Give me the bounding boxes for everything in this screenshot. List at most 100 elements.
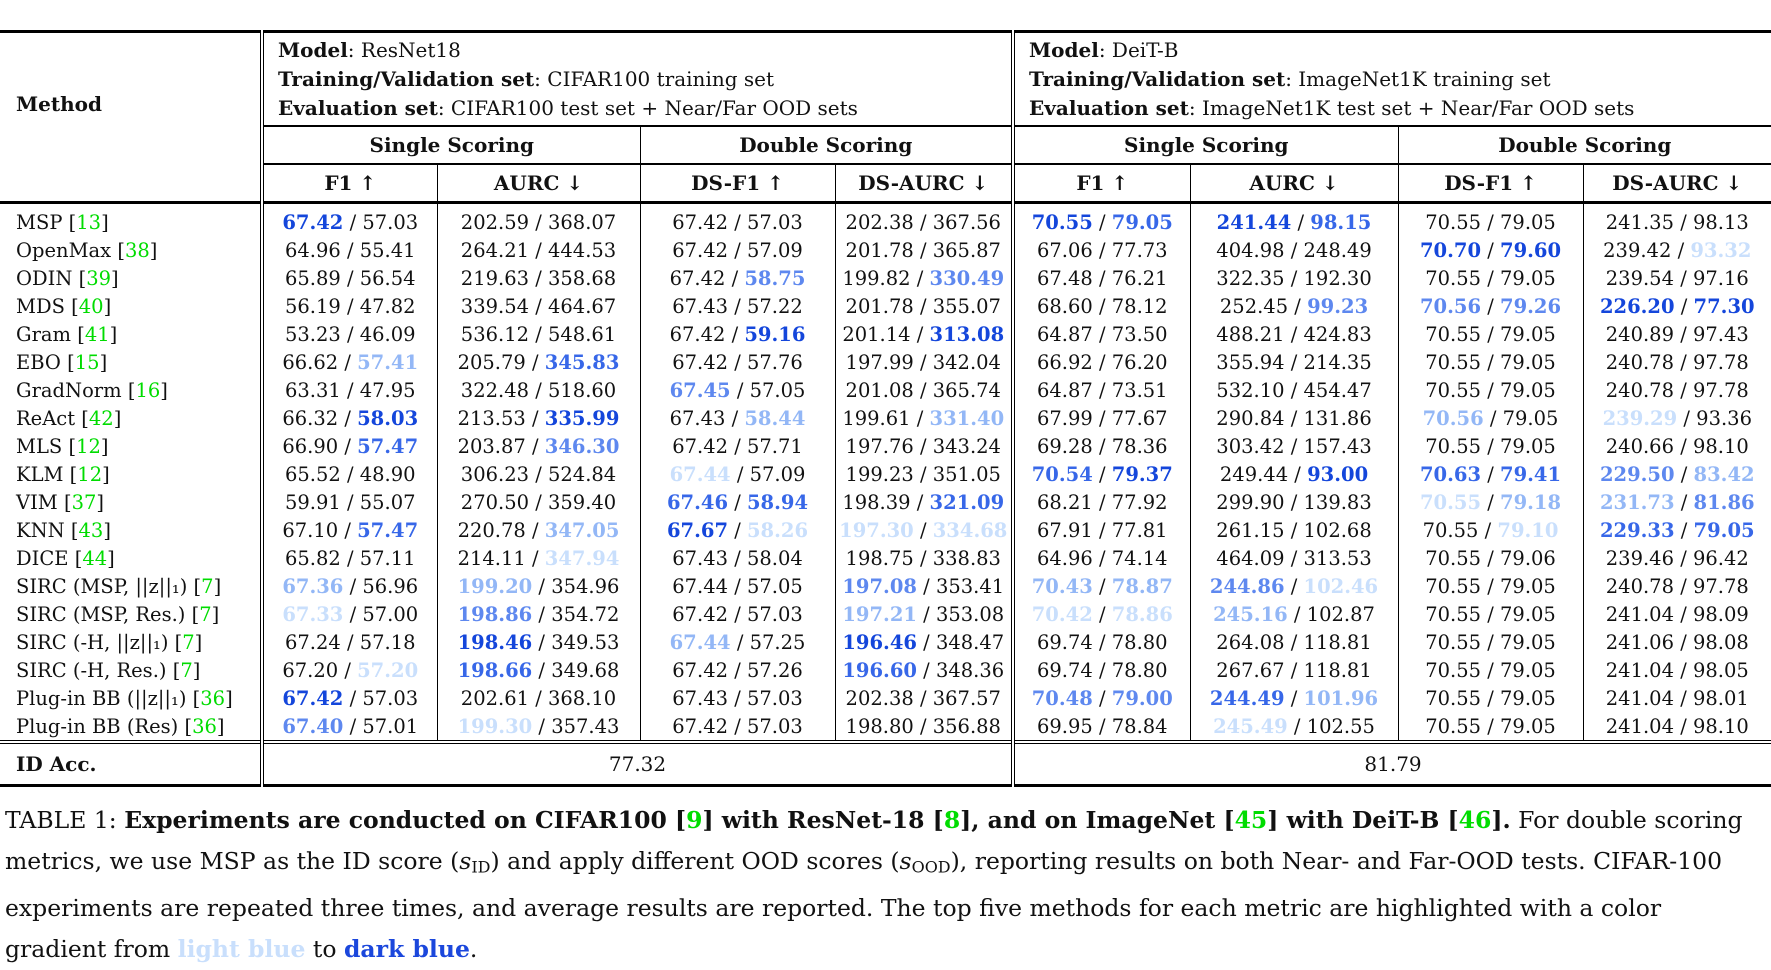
near-ood-value: 214.11 xyxy=(457,546,526,570)
metric-value-cell: 229.50 / 83.42 xyxy=(1582,460,1771,488)
far-ood-value: 81.86 xyxy=(1693,490,1755,514)
method-name: EBO [15] xyxy=(0,348,262,376)
metric-value-cell: 299.90 / 139.83 xyxy=(1189,488,1399,516)
citation-number: 12 xyxy=(76,434,101,458)
method-label: ] xyxy=(225,686,233,710)
far-ood-value: 97.78 xyxy=(1692,350,1749,374)
far-ood-value: 118.81 xyxy=(1303,658,1372,682)
metric-value-cell: 239.42 / 93.32 xyxy=(1582,236,1771,264)
near-ood-value: 65.82 xyxy=(284,546,341,570)
near-ood-value: 67.43 xyxy=(672,546,729,570)
citation-number: 41 xyxy=(84,322,110,346)
near-ood-value: 70.55 xyxy=(1425,658,1482,682)
info-line-evaluation-set: Evaluation set: CIFAR100 test set + Near… xyxy=(278,94,1011,123)
value-separator: / xyxy=(1287,602,1307,626)
caption-segment: 46 xyxy=(1458,806,1492,834)
value-separator: / xyxy=(1674,714,1693,738)
far-ood-value: 57.47 xyxy=(357,518,419,542)
method-name: VIM [37] xyxy=(0,488,262,516)
method-label: ] xyxy=(101,210,109,234)
far-ood-value: 368.07 xyxy=(547,210,617,234)
value-separator: / xyxy=(532,714,552,738)
near-ood-value: 198.46 xyxy=(457,630,533,654)
far-ood-value: 351.05 xyxy=(932,462,1001,486)
far-ood-value: 335.99 xyxy=(544,406,620,430)
method-name: MSP [13] xyxy=(0,203,262,237)
near-ood-value: 198.75 xyxy=(845,546,914,570)
near-ood-value: 241.04 xyxy=(1605,602,1674,626)
near-ood-value: 290.84 xyxy=(1216,406,1285,430)
method-label: SIRC (MSP, Res.) [ xyxy=(16,602,200,626)
method-label: ODIN [ xyxy=(16,266,87,290)
value-separator: / xyxy=(728,238,747,262)
near-ood-value: 69.28 xyxy=(1036,434,1093,458)
near-ood-value: 303.42 xyxy=(1216,434,1285,458)
empty-header-cell xyxy=(0,164,262,204)
near-ood-value: 199.20 xyxy=(457,574,533,598)
far-ood-value: 57.41 xyxy=(357,350,419,374)
far-ood-value: 98.10 xyxy=(1692,434,1749,458)
value-separator: / xyxy=(1674,266,1693,290)
metric-value-cell: 205.79 / 345.83 xyxy=(436,348,640,376)
near-ood-value: 64.96 xyxy=(284,238,341,262)
near-ood-value: 245.49 xyxy=(1213,714,1288,738)
table-row: SIRC (-H, Res.) [7] 67.20 / 57.20 198.66 /… xyxy=(0,656,1771,684)
method-name: Plug-in BB (||z||₁) [36] xyxy=(0,684,262,712)
method-label: ] xyxy=(96,490,104,514)
method-label: ] xyxy=(103,294,112,318)
near-ood-value: 264.08 xyxy=(1216,630,1285,654)
value-separator: / xyxy=(1291,210,1311,234)
value-separator: / xyxy=(913,210,933,234)
far-ood-value: 354.96 xyxy=(551,574,620,598)
value-separator: / xyxy=(1092,602,1112,626)
far-ood-value: 76.20 xyxy=(1111,350,1168,374)
value-separator: / xyxy=(1674,490,1694,514)
value-separator: / xyxy=(1092,574,1112,598)
metric-value-cell: 270.50 / 359.40 xyxy=(436,488,640,516)
metric-value-cell: 240.66 / 98.10 xyxy=(1582,432,1771,460)
near-ood-value: 69.74 xyxy=(1036,658,1093,682)
near-ood-value: 199.82 xyxy=(842,266,911,290)
method-name: SIRC (MSP, Res.) [7] xyxy=(0,600,262,628)
near-ood-value: 67.99 xyxy=(1036,406,1093,430)
value-separator: / xyxy=(725,266,745,290)
metric-value-cell: 70.55 / 79.05 xyxy=(1397,264,1584,292)
value-separator: / xyxy=(1671,238,1691,262)
value-separator: / xyxy=(343,714,363,738)
far-ood-value: 214.35 xyxy=(1303,350,1372,374)
value-separator: / xyxy=(343,210,363,234)
value-separator: / xyxy=(913,434,933,458)
far-ood-value: 58.04 xyxy=(746,546,803,570)
metric-value-cell: 201.08 / 365.74 xyxy=(834,376,1014,404)
info-value: : CIFAR100 test set + Near/Far OOD sets xyxy=(437,95,858,120)
citation-number: 7 xyxy=(182,630,195,654)
near-ood-value: 536.12 xyxy=(460,322,530,346)
value-separator: / xyxy=(1284,350,1304,374)
method-label: ] xyxy=(149,238,158,262)
metric-value-cell: 67.48 / 76.21 xyxy=(1011,264,1191,292)
method-label: ] xyxy=(99,350,108,374)
method-label: Plug-in BB (Res) [ xyxy=(16,714,193,738)
metric-aurc-resnet: AURC ↓ xyxy=(436,164,640,204)
near-ood-value: 339.54 xyxy=(460,294,530,318)
far-ood-value: 46.09 xyxy=(359,322,416,346)
value-separator: / xyxy=(1092,210,1112,234)
value-separator: / xyxy=(338,518,358,542)
far-ood-value: 79.26 xyxy=(1500,294,1562,318)
method-label: ] xyxy=(113,406,122,430)
caption-segment: s xyxy=(459,847,472,875)
metric-value-cell: 245.49 / 102.55 xyxy=(1189,712,1399,742)
near-ood-value: 70.55 xyxy=(1425,434,1482,458)
metric-value-cell: 70.55 / 79.06 xyxy=(1397,544,1584,572)
metric-value-cell: 70.63 / 79.41 xyxy=(1397,460,1584,488)
metric-value-cell: 239.54 / 97.16 xyxy=(1582,264,1771,292)
far-ood-value: 348.36 xyxy=(935,658,1005,682)
info-line-model: Model: ResNet18 xyxy=(278,36,1011,65)
value-separator: / xyxy=(1481,350,1500,374)
metric-value-cell: 198.39 / 321.09 xyxy=(834,488,1014,516)
value-separator: / xyxy=(525,434,545,458)
near-ood-value: 64.96 xyxy=(1036,546,1093,570)
far-ood-value: 98.01 xyxy=(1692,686,1749,710)
method-label: OpenMax [ xyxy=(16,238,125,262)
metric-value-cell: 229.33 / 79.05 xyxy=(1582,516,1771,544)
